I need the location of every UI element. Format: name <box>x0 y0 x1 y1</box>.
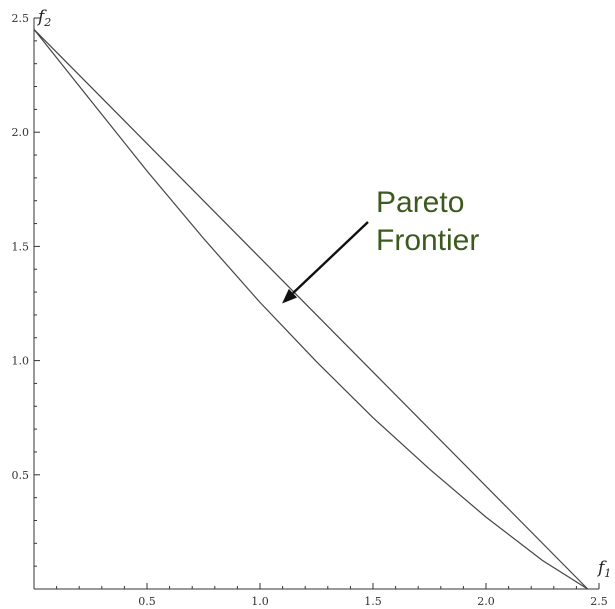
x-tick-label: 2.0 <box>477 595 495 608</box>
y-tick-label: 2.5 <box>12 12 30 25</box>
x-tick-label: 1.0 <box>251 595 269 608</box>
x-tick-label: 2.5 <box>590 595 608 608</box>
axes <box>33 18 599 590</box>
y-tick-label: 0.5 <box>12 469 30 482</box>
x-tick-label: 1.5 <box>364 595 382 608</box>
ticks <box>34 17 600 589</box>
annotation-line-1: Pareto <box>376 186 464 219</box>
annotation-line-2: Frontier <box>376 224 479 257</box>
y-tick-label: 1.0 <box>12 355 30 368</box>
series-group <box>33 28 589 590</box>
y-tick-label: 2.0 <box>12 126 30 139</box>
x-tick-label: 0.5 <box>138 595 156 608</box>
pareto-frontier-annotation: Pareto Frontier <box>282 186 479 304</box>
tick-labels: 0.5 1.0 1.5 2.0 2.5 0.5 1.0 1.5 2.0 2.5 <box>12 12 608 608</box>
x-axis-label: f1 <box>596 558 611 580</box>
series-line-2 <box>33 29 589 590</box>
y-axis-label: f2 <box>36 7 51 29</box>
annotation-arrow <box>292 221 369 295</box>
series-line-1 <box>33 28 589 590</box>
annotation-arrowhead <box>282 288 298 304</box>
y-tick-label: 1.5 <box>12 240 30 253</box>
